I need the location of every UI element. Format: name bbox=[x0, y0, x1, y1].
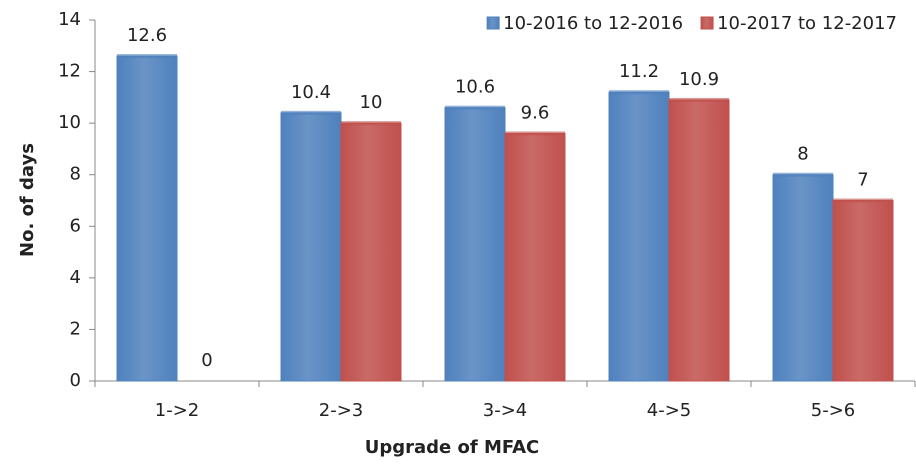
value-label: 9.6 bbox=[521, 102, 550, 123]
bar bbox=[340, 122, 402, 382]
bar-cap bbox=[281, 110, 341, 115]
value-label: 10 bbox=[360, 92, 383, 113]
value-label: 11.2 bbox=[619, 61, 659, 82]
legend-label: 10-2017 to 12-2017 bbox=[717, 13, 897, 34]
bar bbox=[668, 99, 730, 382]
legend-label: 10-2016 to 12-2016 bbox=[503, 13, 683, 34]
value-label: 0 bbox=[201, 350, 212, 371]
bar bbox=[116, 55, 178, 382]
bar-cap bbox=[117, 54, 177, 59]
legend-swatch bbox=[700, 16, 714, 30]
y-tick-label: 4 bbox=[70, 267, 81, 288]
legend-swatch bbox=[486, 16, 500, 30]
bar bbox=[832, 200, 894, 382]
y-tick-label: 14 bbox=[58, 9, 81, 30]
bar-cap bbox=[609, 90, 669, 95]
value-label: 8 bbox=[797, 144, 808, 165]
y-tick-label: 6 bbox=[70, 215, 81, 236]
y-tick-label: 12 bbox=[58, 61, 81, 82]
x-tick-label: 2->3 bbox=[319, 400, 363, 421]
bar-cap bbox=[773, 172, 833, 177]
bar-cap bbox=[445, 105, 505, 110]
bar bbox=[772, 174, 834, 382]
value-label: 12.6 bbox=[127, 25, 167, 46]
x-axis-label: Upgrade of MFAC bbox=[365, 437, 540, 458]
legend-item: 10-2017 to 12-2017 bbox=[700, 13, 897, 34]
y-tick-label: 8 bbox=[70, 164, 81, 185]
x-tick-label: 1->2 bbox=[155, 400, 199, 421]
value-label: 7 bbox=[857, 170, 868, 191]
value-label: 10.4 bbox=[291, 82, 331, 103]
bar bbox=[608, 91, 670, 382]
legend-item: 10-2016 to 12-2016 bbox=[486, 13, 683, 34]
value-label: 10.9 bbox=[679, 69, 719, 90]
y-tick-label: 0 bbox=[70, 370, 81, 391]
bar-cap bbox=[833, 198, 893, 203]
bar-cap bbox=[669, 97, 729, 102]
bar bbox=[504, 132, 566, 382]
x-tick-label: 3->4 bbox=[483, 400, 527, 421]
x-tick-label: 4->5 bbox=[647, 400, 691, 421]
bar bbox=[280, 112, 342, 382]
y-tick-label: 2 bbox=[70, 318, 81, 339]
bar-cap bbox=[341, 121, 401, 126]
y-axis-label: No. of days bbox=[17, 143, 38, 257]
x-tick-label: 5->6 bbox=[811, 400, 855, 421]
y-tick-label: 10 bbox=[58, 112, 81, 133]
bar bbox=[444, 107, 506, 382]
value-label: 10.6 bbox=[455, 77, 495, 98]
bar-cap bbox=[505, 131, 565, 136]
